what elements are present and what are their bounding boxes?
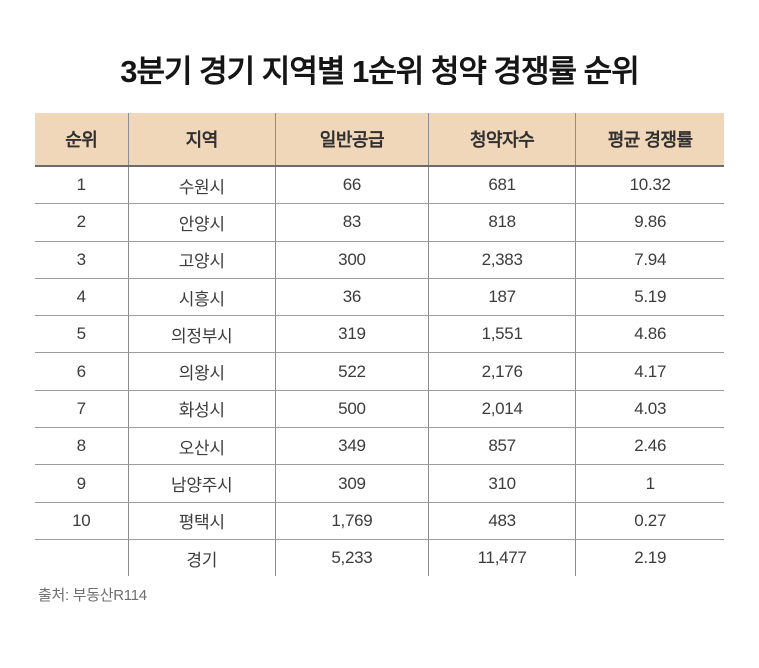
table-cell: 2.19 xyxy=(634,548,667,568)
table-body: 1 수원시 66 681 10.32 2 안양시 83 818 9.86 3 고양시 300 2,383 7… xyxy=(35,166,724,577)
table-cell: 오산시 xyxy=(128,427,276,466)
table-row: 8 오산시 349 857 2.46 xyxy=(35,427,724,466)
table-cell: 1,769 xyxy=(275,502,429,540)
table-cell: 7 xyxy=(35,390,129,429)
table-cell: 4.03 xyxy=(575,390,724,429)
header-cell: 일반공급 xyxy=(275,113,429,167)
source-caption: 출처: 부동산R114 xyxy=(38,587,147,604)
table-cell: 2.46 xyxy=(575,427,724,466)
table-cell: 의정부시 xyxy=(128,315,276,354)
table-cell: 4.17 xyxy=(575,352,724,391)
table-row: 3 고양시 300 2,383 7.94 xyxy=(35,241,724,279)
table-cell: 0.27 xyxy=(575,502,724,540)
table-row: 5 의정부시 319 1,551 4.86 xyxy=(35,315,724,354)
header-cell: 지역 xyxy=(128,113,276,167)
header-cell: 평균 경쟁률 xyxy=(575,113,724,167)
table-cell: 83 xyxy=(275,203,429,242)
table-cell: 681 xyxy=(428,166,577,205)
table-cell: 화성시 xyxy=(128,390,276,429)
table-cell: 1,551 xyxy=(428,315,577,354)
table-row: 6 의왕시 522 2,176 4.17 xyxy=(35,352,724,391)
table-cell: 4.86 xyxy=(575,315,724,354)
table-cell: 10.32 xyxy=(575,166,724,205)
table-cell: 1 xyxy=(575,464,724,503)
page-title: 3분기 경기 지역별 1순위 청약 경쟁률 순위 xyxy=(120,54,639,89)
table-cell: 300 xyxy=(275,241,429,279)
table-cell: 3 xyxy=(35,241,129,279)
table-row: 10 평택시 1,769 483 0.27 xyxy=(35,502,724,540)
table-row: 2 안양시 83 818 9.86 xyxy=(35,203,724,242)
table-cell: 4 xyxy=(35,278,129,317)
table-cell: 349 xyxy=(275,427,429,466)
table-cell: 1 xyxy=(35,166,129,205)
table-cell: 9 xyxy=(35,464,129,503)
table-cell: 857 xyxy=(428,427,577,466)
table-cell: 483 xyxy=(428,502,577,540)
table-cell: 319 xyxy=(275,315,429,354)
table-cell: 의왕시 xyxy=(128,352,276,391)
table-row: 1 수원시 66 681 10.32 xyxy=(35,166,724,205)
table-row: 9 남양주시 309 310 1 xyxy=(35,464,724,503)
table-cell: 310 xyxy=(428,464,577,503)
table-cell: 2,383 xyxy=(428,241,577,279)
table-cell: 시흥시 xyxy=(128,278,276,317)
table-cell: 187 xyxy=(428,278,577,317)
table-cell: 수원시 xyxy=(128,166,276,205)
table-cell: 2,014 xyxy=(428,390,577,429)
table-cell: 고양시 xyxy=(128,241,276,279)
ranking-table-grid: 순위 지역 일반공급 청약자수 평균 경쟁률 1 수원시 66 681 10.32 2 안양시 83 8… xyxy=(35,113,724,577)
table-cell: 818 xyxy=(428,203,577,242)
table-cell: 9.86 xyxy=(575,203,724,242)
table-cell: 36 xyxy=(275,278,429,317)
table-header-row: 순위 지역 일반공급 청약자수 평균 경쟁률 xyxy=(35,113,724,167)
table-cell: 남양주시 xyxy=(128,464,276,503)
table-cell: 5.19 xyxy=(575,278,724,317)
table-cell: 500 xyxy=(275,390,429,429)
table-cell: 7.94 xyxy=(575,241,724,279)
table-cell: 안양시 xyxy=(128,203,276,242)
table-cell: 평택시 xyxy=(128,502,276,540)
header-cell: 청약자수 xyxy=(428,113,577,167)
table-cell: 경기 xyxy=(128,539,276,577)
table-cell: 309 xyxy=(275,464,429,503)
table-cell: 2 xyxy=(35,203,129,242)
ranking-table: 순위 지역 일반공급 청약자수 평균 경쟁률 1 수원시 66 681 10.32 2 안양시 83 8… xyxy=(35,113,724,577)
table-cell: 5 xyxy=(35,315,129,354)
table-row: 경기 5,233 11,477 2.19 xyxy=(35,539,724,577)
table-cell: 8 xyxy=(35,427,129,466)
table-cell: 6 xyxy=(35,352,129,391)
table-cell: 10 xyxy=(35,502,129,540)
table-cell: 2,176 xyxy=(428,352,577,391)
table-cell xyxy=(35,539,129,577)
header-cell: 순위 xyxy=(35,113,129,167)
table-cell: 11,477 xyxy=(428,539,577,577)
table-cell: 66 xyxy=(275,166,429,205)
table-cell: 5,233 xyxy=(275,539,429,577)
table-row: 4 시흥시 36 187 5.19 xyxy=(35,278,724,317)
table-row: 7 화성시 500 2,014 4.03 xyxy=(35,390,724,429)
table-cell: 522 xyxy=(275,352,429,391)
